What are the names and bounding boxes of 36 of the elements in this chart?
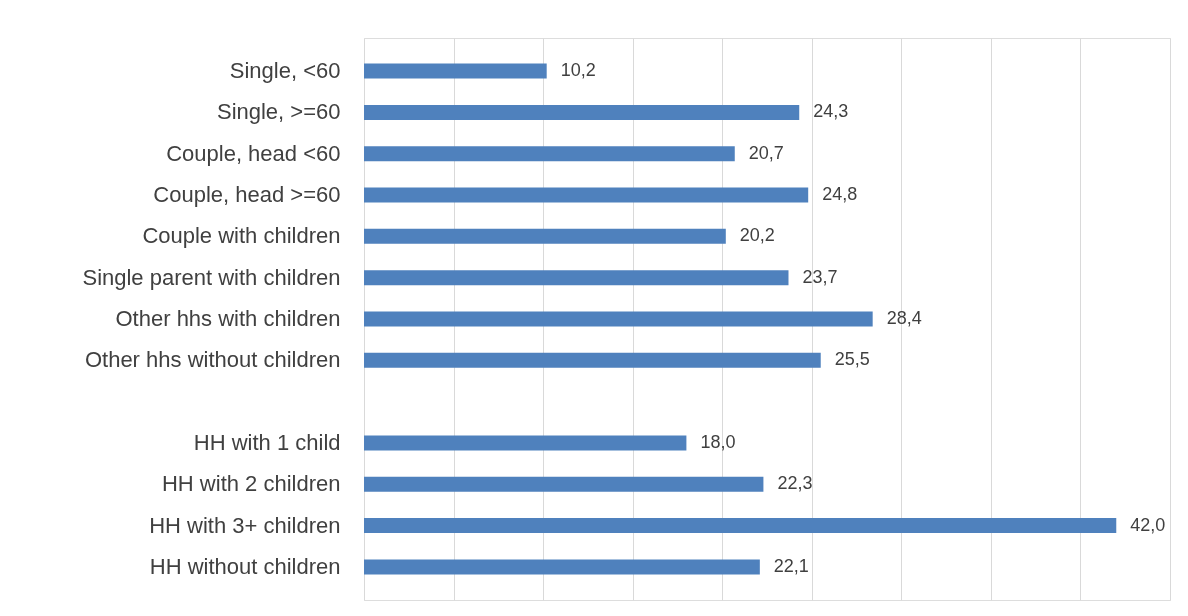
data-label: 20,7 xyxy=(748,142,784,163)
data-label: 42,0 xyxy=(1130,514,1166,535)
data-label: 24,3 xyxy=(813,101,849,122)
bar xyxy=(364,435,687,451)
y-tick-label: Single parent with children xyxy=(82,264,341,290)
bar xyxy=(364,476,764,492)
bar xyxy=(364,146,735,162)
bar xyxy=(364,187,809,203)
data-label: 28,4 xyxy=(886,308,922,328)
data-label: 10,2 xyxy=(560,60,596,81)
bar xyxy=(364,63,547,79)
y-tick-label: Other hhs with children xyxy=(115,306,341,331)
data-label: 22,1 xyxy=(773,555,809,576)
bar xyxy=(364,270,789,286)
y-tick-label: Couple with children xyxy=(142,223,341,249)
data-label: 22,3 xyxy=(777,473,813,494)
y-tick-label: HH with 3+ children xyxy=(149,512,341,538)
y-tick-label: HH with 1 child xyxy=(193,429,341,455)
bar xyxy=(364,352,821,368)
y-tick-label: HH with 2 children xyxy=(161,471,341,497)
data-label: 25,5 xyxy=(834,349,870,370)
data-label: 20,2 xyxy=(739,225,775,246)
y-tick-label: Couple, head >=60 xyxy=(153,182,341,208)
data-label: 24,8 xyxy=(822,184,858,205)
data-label: 23,7 xyxy=(802,266,838,287)
y-tick-label: Couple, head <60 xyxy=(166,140,341,166)
y-tick-label: Single, >=60 xyxy=(216,99,341,125)
y-tick-label: Single, <60 xyxy=(229,58,341,84)
bar xyxy=(364,104,800,120)
y-tick-label: HH without children xyxy=(149,553,341,579)
bar xyxy=(364,311,873,327)
y-tick-label: Other hhs without children xyxy=(84,347,341,373)
bar xyxy=(364,518,1117,534)
data-label: 18,0 xyxy=(700,431,736,452)
bar xyxy=(364,559,760,575)
bar xyxy=(364,228,726,244)
